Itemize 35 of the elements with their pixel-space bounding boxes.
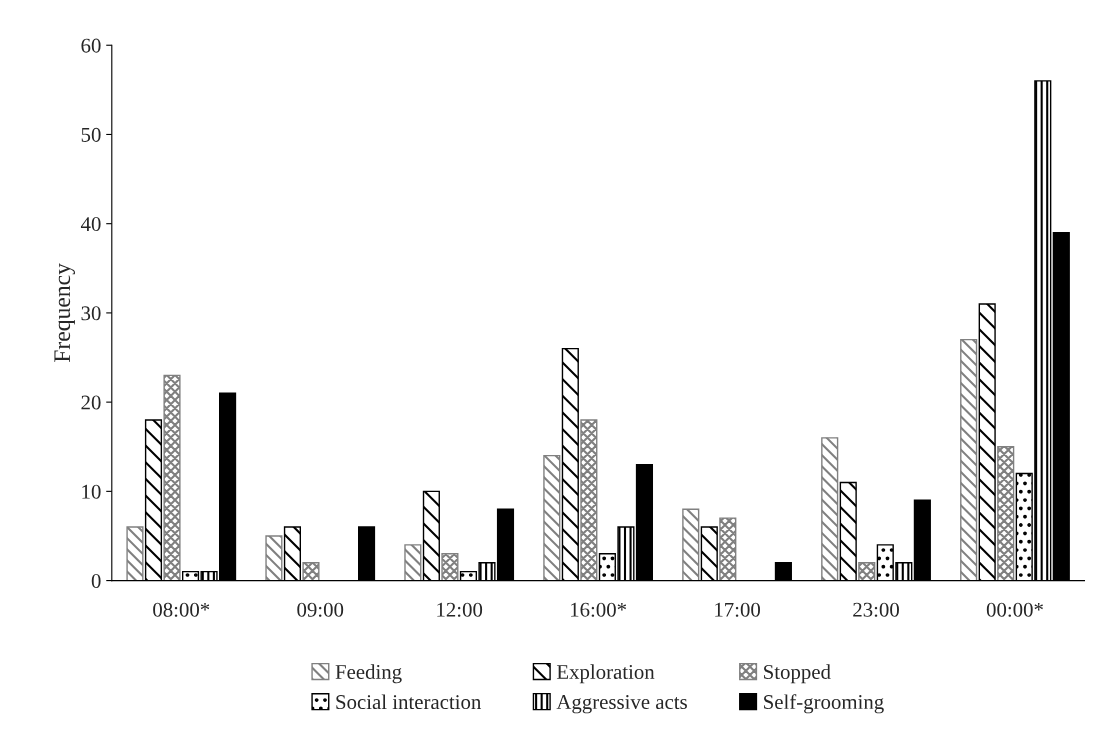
legend-label: Exploration [556, 664, 655, 684]
y-tick-label: 30 [81, 306, 101, 321]
y-tick-label: 0 [91, 573, 101, 589]
bar [302, 562, 320, 581]
bar [265, 535, 283, 581]
x-tick-label: 16:00* [571, 602, 627, 617]
bar [997, 446, 1015, 581]
x-tick-label: 12:00 [437, 602, 483, 617]
bar [719, 517, 737, 581]
bar [404, 544, 422, 581]
y-tick-label: 60 [81, 38, 101, 53]
bar [163, 374, 181, 581]
legend-label: Stopped [764, 664, 831, 684]
x-tick-label: 00:00* [986, 602, 1043, 617]
legend-label: Social interaction [336, 694, 482, 710]
legend-label: Aggressive acts [556, 695, 687, 714]
y-tick-label: 10 [82, 484, 101, 499]
y-axis-title: Frequency [54, 263, 75, 363]
bar [682, 508, 700, 581]
bar [441, 553, 459, 581]
y-tick-label: 50 [81, 127, 101, 142]
bar [858, 562, 876, 581]
bar [126, 526, 144, 581]
bar [821, 437, 839, 581]
x-tick-label: 08:00* [153, 602, 210, 617]
x-tick-label: 17:00 [715, 602, 761, 617]
y-tick-label: 40 [80, 217, 101, 232]
bar [960, 338, 978, 581]
y-tick-label: 20 [81, 395, 101, 410]
legend-label: Feeding [335, 664, 402, 684]
bar [543, 454, 561, 581]
x-tick-label: 23:00 [853, 602, 899, 617]
x-tick-label: 09:00 [297, 602, 344, 617]
bar [580, 419, 598, 581]
legend-label: Self-grooming [764, 694, 884, 714]
